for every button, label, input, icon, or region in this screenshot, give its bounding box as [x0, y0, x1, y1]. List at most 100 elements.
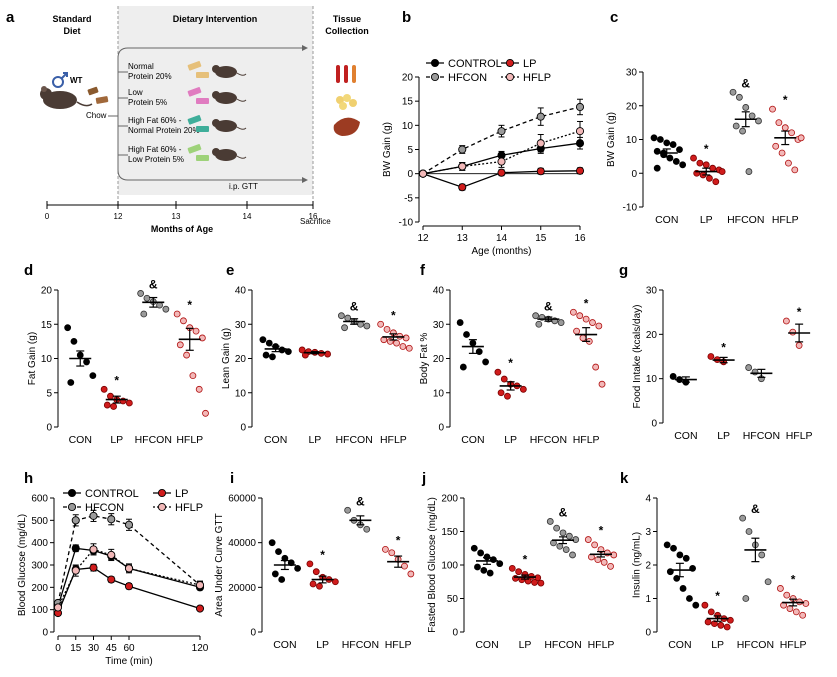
y-tick-label: -5	[404, 193, 413, 204]
category-label: HFLP	[573, 434, 600, 446]
legend-label: HFLP	[175, 502, 203, 514]
header-standard-2: Diet	[63, 26, 80, 36]
y-axis-title: BW Gain (g)	[606, 112, 617, 167]
header-standard-1: Standard	[52, 14, 91, 24]
liver-icon	[333, 117, 360, 136]
diet-label-line2: Low Protein 5%	[128, 155, 184, 164]
y-tick-label: 5	[46, 388, 52, 399]
data-point	[562, 546, 570, 553]
chow-pellet-icon	[87, 86, 109, 104]
group-lp-points	[306, 560, 339, 590]
data-point	[124, 564, 134, 573]
data-point	[679, 585, 687, 592]
data-point	[689, 564, 697, 572]
series-lp	[418, 166, 585, 192]
data-point	[792, 608, 800, 616]
data-point	[802, 600, 810, 607]
category-label: HFLP	[588, 639, 615, 651]
y-tick-label: 20	[41, 286, 53, 297]
data-point	[789, 328, 797, 336]
data-point	[399, 343, 407, 350]
data-point	[569, 308, 577, 316]
significance-marker: &	[350, 300, 359, 314]
x-tick-label: 60	[123, 643, 135, 654]
data-point	[316, 582, 323, 590]
x-tick-label: 120	[192, 643, 209, 654]
data-point	[393, 339, 400, 347]
y-tick-label: 200	[441, 494, 458, 505]
data-point	[653, 164, 661, 172]
y-tick-label: 20	[626, 101, 638, 112]
category-label: HFLP	[176, 434, 203, 446]
data-point	[496, 560, 504, 568]
y-tick-label: 500	[31, 516, 48, 527]
x-tick-label: 45	[106, 643, 118, 654]
data-point	[486, 569, 494, 577]
data-point	[709, 164, 717, 172]
timeline-tick-label: 0	[45, 212, 50, 221]
data-point	[755, 117, 762, 125]
data-point	[140, 310, 148, 318]
data-point	[595, 322, 603, 330]
data-point	[589, 319, 596, 326]
data-point	[739, 514, 747, 522]
y-tick-label: 3	[645, 527, 651, 538]
category-label: HFCON	[737, 639, 774, 651]
y-axis-title: Lean Gain (g)	[221, 328, 232, 389]
y-tick-label: 20	[646, 330, 658, 341]
group-hflp-points	[776, 585, 810, 619]
data-point	[557, 319, 565, 326]
category-label: HFCON	[530, 434, 567, 446]
data-point	[663, 541, 671, 549]
diet-pellet-icon	[196, 72, 209, 78]
category-label: CON	[475, 639, 498, 651]
data-point	[195, 385, 203, 393]
chart-d: d 0 5 10 15 20 Fat Gain (g) CON LP * HFCON & HFLP *	[24, 262, 209, 446]
y-axis-title: Body Fat %	[419, 333, 430, 385]
y-tick-label: 600	[31, 494, 48, 505]
y-axis-title: Insulin (ng/mL)	[631, 532, 642, 598]
wt-label: WT	[70, 76, 83, 85]
data-point	[124, 582, 134, 591]
sacrifice-label: Sacrifice	[300, 217, 331, 226]
data-point	[584, 536, 592, 543]
data-point	[576, 312, 584, 320]
data-point	[458, 145, 467, 154]
data-point	[192, 327, 200, 335]
data-point	[176, 341, 184, 349]
data-point	[189, 372, 197, 380]
series-line	[57, 548, 201, 608]
data-point	[195, 604, 205, 613]
significance-marker: &	[751, 502, 760, 516]
data-point	[418, 169, 428, 178]
y-tick-label: 10	[235, 388, 247, 399]
mouse-head	[212, 148, 220, 156]
data-point	[173, 310, 181, 318]
panel-a-letter: a	[6, 9, 15, 26]
data-point	[670, 544, 677, 552]
data-point	[363, 322, 371, 330]
data-point	[259, 336, 267, 344]
timeline-tick-label: 14	[243, 212, 252, 221]
y-tick-label: 0	[645, 628, 651, 639]
data-point	[497, 389, 505, 397]
legend-marker	[430, 72, 440, 82]
legend-label: CONTROL	[85, 488, 139, 500]
timeline-tick-label: 12	[114, 212, 123, 221]
mouse-tail	[236, 98, 247, 102]
data-point	[553, 524, 561, 532]
category-label: LP	[519, 639, 532, 651]
panel-h-letter: h	[24, 470, 33, 487]
legend-marker	[67, 488, 77, 498]
data-point	[569, 551, 576, 559]
group-con-points	[268, 539, 302, 583]
data-point	[312, 568, 320, 576]
data-point	[650, 134, 658, 142]
data-point	[474, 563, 481, 571]
data-point	[500, 375, 508, 383]
data-point	[107, 550, 116, 560]
y-tick-label: 0	[407, 169, 413, 180]
